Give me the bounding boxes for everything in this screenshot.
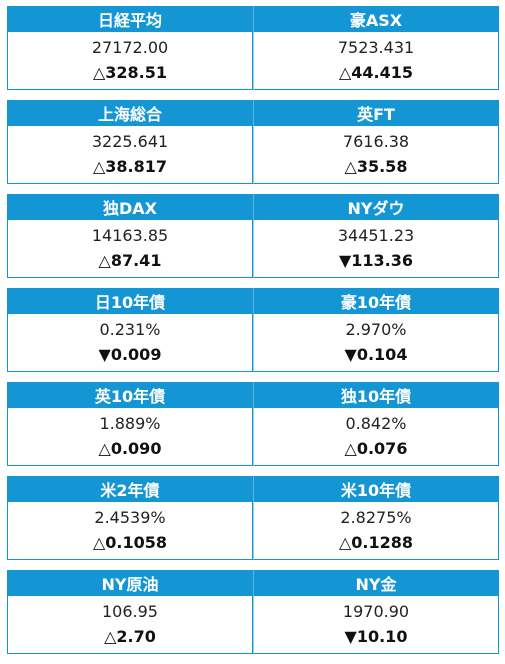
market-change: △35.58 — [344, 156, 408, 176]
market-name: 日10年債 — [7, 288, 253, 314]
market-change: △0.090 — [98, 438, 162, 458]
market-name: 英FT — [253, 100, 499, 126]
market-name: 独DAX — [7, 194, 253, 220]
market-cell-us-2y: 米2年債 2.4539% △0.1058 — [7, 476, 253, 560]
market-change: △328.51 — [92, 62, 168, 82]
market-cell-jp-10y: 日10年債 0.231% ▼0.009 — [7, 288, 253, 372]
market-change: △87.41 — [98, 250, 162, 270]
market-value: 7616.38 — [342, 131, 410, 151]
market-values: 2.8275% △0.1288 — [253, 502, 499, 560]
market-values: 7523.431 △44.415 — [253, 32, 499, 90]
market-cell-uk-10y: 英10年債 1.889% △0.090 — [7, 382, 253, 466]
market-block-nikkei-asx: 日経平均 27172.00 △328.51 豪ASX 7523.431 △44.… — [7, 6, 499, 90]
market-change: △38.817 — [92, 156, 168, 176]
market-values: 0.231% ▼0.009 — [7, 314, 253, 372]
market-name: 上海総合 — [7, 100, 253, 126]
market-value: 2.4539% — [94, 507, 166, 527]
market-block-shanghai-ft: 上海総合 3225.641 △38.817 英FT 7616.38 △35.58 — [7, 100, 499, 184]
market-values: 2.4539% △0.1058 — [7, 502, 253, 560]
market-block-jgb-aus-bond: 日10年債 0.231% ▼0.009 豪10年債 2.970% ▼0.104 — [7, 288, 499, 372]
market-value: 34451.23 — [337, 225, 415, 245]
market-board: 日経平均 27172.00 △328.51 豪ASX 7523.431 △44.… — [7, 6, 499, 664]
market-change: ▼10.10 — [344, 626, 408, 646]
market-change: △2.70 — [104, 626, 156, 646]
market-change: △0.1058 — [92, 532, 168, 552]
market-name: NY原油 — [7, 570, 253, 596]
market-values: 14163.85 △87.41 — [7, 220, 253, 278]
market-value: 7523.431 — [337, 37, 415, 57]
market-values: 0.842% △0.076 — [253, 408, 499, 466]
market-name: 米2年債 — [7, 476, 253, 502]
market-cell-ny-oil: NY原油 106.95 △2.70 — [7, 570, 253, 654]
market-cell-dax: 独DAX 14163.85 △87.41 — [7, 194, 253, 278]
market-change: ▼113.36 — [338, 250, 414, 270]
market-value: 0.231% — [99, 319, 161, 339]
market-value: 27172.00 — [91, 37, 169, 57]
market-value: 2.970% — [345, 319, 407, 339]
market-value: 2.8275% — [340, 507, 412, 527]
market-value: 1.889% — [99, 413, 161, 433]
market-name: 豪10年債 — [253, 288, 499, 314]
market-name: 独10年債 — [253, 382, 499, 408]
market-change: △0.076 — [344, 438, 408, 458]
market-change: △0.1288 — [338, 532, 414, 552]
market-cell-nikkei: 日経平均 27172.00 △328.51 — [7, 6, 253, 90]
market-cell-asx: 豪ASX 7523.431 △44.415 — [253, 6, 499, 90]
market-cell-dow: NYダウ 34451.23 ▼113.36 — [253, 194, 499, 278]
market-cell-us-10y: 米10年債 2.8275% △0.1288 — [253, 476, 499, 560]
market-name: NYダウ — [253, 194, 499, 220]
market-values: 2.970% ▼0.104 — [253, 314, 499, 372]
market-name: 日経平均 — [7, 6, 253, 32]
market-cell-de-10y: 独10年債 0.842% △0.076 — [253, 382, 499, 466]
market-block-dax-dow: 独DAX 14163.85 △87.41 NYダウ 34451.23 ▼113.… — [7, 194, 499, 278]
market-change: ▼0.009 — [98, 344, 162, 364]
market-values: 1.889% △0.090 — [7, 408, 253, 466]
market-values: 34451.23 ▼113.36 — [253, 220, 499, 278]
market-cell-shanghai: 上海総合 3225.641 △38.817 — [7, 100, 253, 184]
market-cell-ny-gold: NY金 1970.90 ▼10.10 — [253, 570, 499, 654]
market-cell-au-10y: 豪10年債 2.970% ▼0.104 — [253, 288, 499, 372]
market-values: 3225.641 △38.817 — [7, 126, 253, 184]
market-block-uk-de-bond: 英10年債 1.889% △0.090 独10年債 0.842% △0.076 — [7, 382, 499, 466]
market-block-us-bonds: 米2年債 2.4539% △0.1058 米10年債 2.8275% △0.12… — [7, 476, 499, 560]
market-value: 106.95 — [102, 601, 158, 621]
market-name: NY金 — [253, 570, 499, 596]
market-name: 英10年債 — [7, 382, 253, 408]
market-change: △44.415 — [338, 62, 414, 82]
market-value: 1970.90 — [342, 601, 410, 621]
market-name: 米10年債 — [253, 476, 499, 502]
market-values: 27172.00 △328.51 — [7, 32, 253, 90]
market-values: 106.95 △2.70 — [7, 596, 253, 654]
market-values: 1970.90 ▼10.10 — [253, 596, 499, 654]
market-values: 7616.38 △35.58 — [253, 126, 499, 184]
market-value: 3225.641 — [91, 131, 169, 151]
market-name: 豪ASX — [253, 6, 499, 32]
market-value: 0.842% — [345, 413, 407, 433]
market-change: ▼0.104 — [344, 344, 408, 364]
market-cell-ft: 英FT 7616.38 △35.58 — [253, 100, 499, 184]
market-block-commodities: NY原油 106.95 △2.70 NY金 1970.90 ▼10.10 — [7, 570, 499, 654]
market-value: 14163.85 — [91, 225, 169, 245]
